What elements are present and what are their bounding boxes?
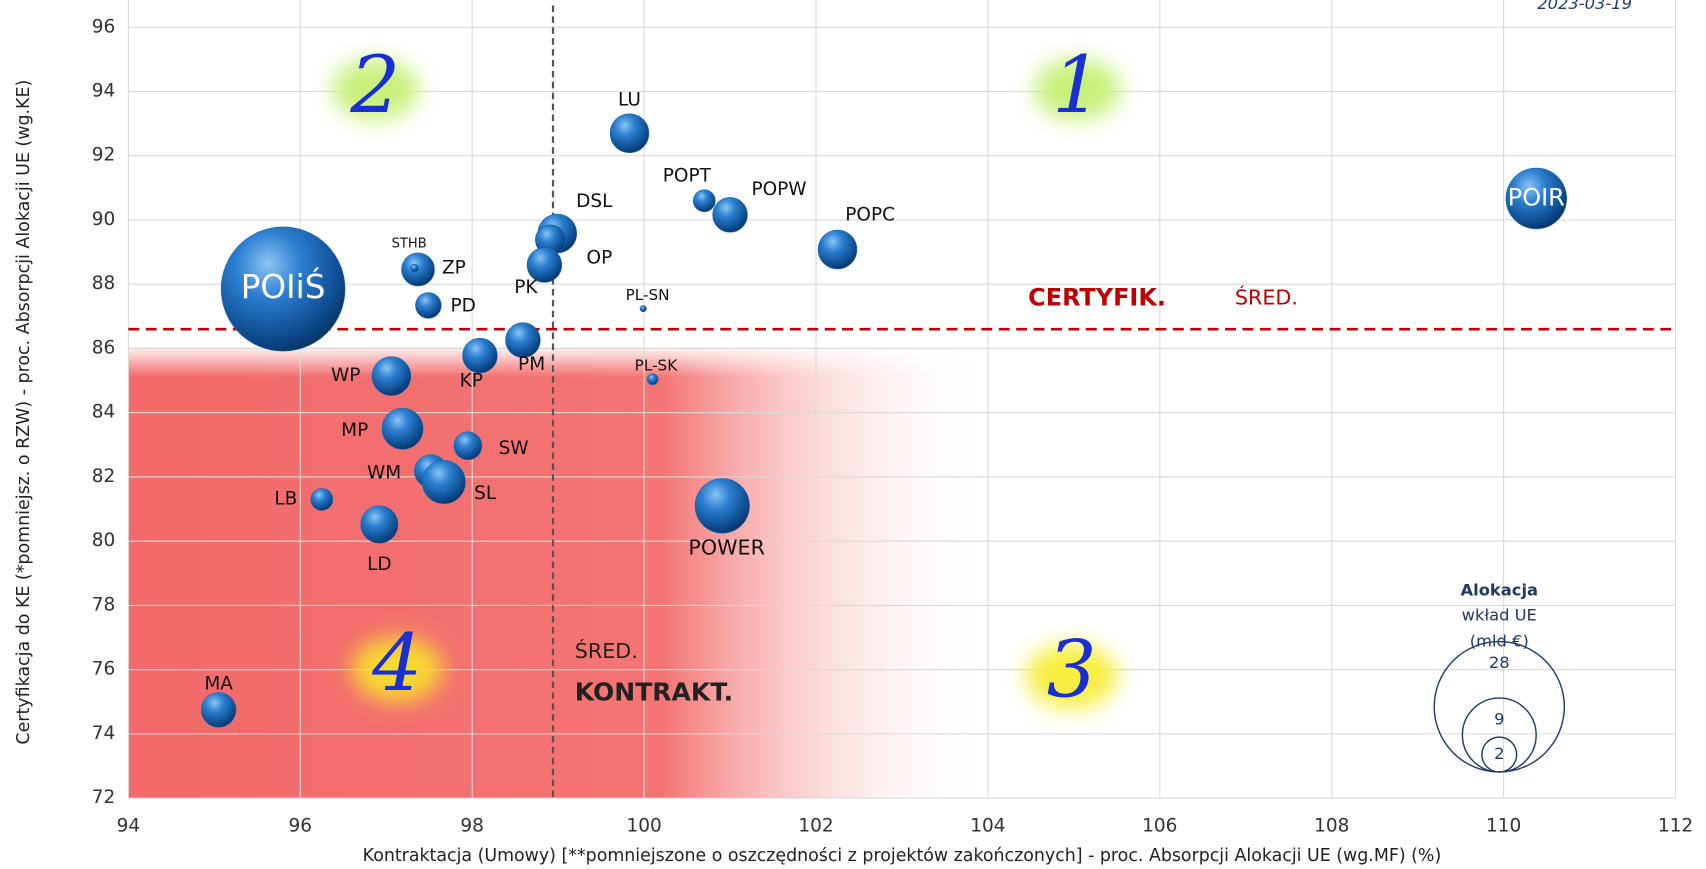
bubble-label: POPW xyxy=(751,179,806,200)
y-tick-label: 82 xyxy=(92,466,116,487)
bubble xyxy=(695,479,749,534)
y-tick-label: 90 xyxy=(92,209,116,230)
bubble-label: MP xyxy=(341,420,368,441)
bubble xyxy=(382,408,423,449)
date-label: 2023-03-19 xyxy=(1537,0,1632,13)
bubble-label: KP xyxy=(460,371,483,392)
x-tick-label: 100 xyxy=(626,815,661,836)
y-tick-label: 86 xyxy=(92,337,116,358)
average-label: CERTYFIK. xyxy=(1028,284,1166,312)
bubble-label: OP xyxy=(587,247,613,268)
bubble xyxy=(422,460,465,503)
y-tick-label: 94 xyxy=(92,80,116,101)
bubble xyxy=(506,323,541,358)
bubble xyxy=(693,190,715,212)
bubble xyxy=(411,264,419,272)
quadrant-label: 3 xyxy=(1047,624,1097,715)
quadrant-label: 4 xyxy=(371,618,422,709)
bubble xyxy=(415,292,441,318)
shaded-region-fade xyxy=(128,345,990,378)
x-tick-label: 94 xyxy=(117,815,141,836)
bubble-label: PD xyxy=(450,295,475,316)
bubble xyxy=(647,374,658,385)
bubble-label: LU xyxy=(618,90,641,111)
bubble-label: WM xyxy=(367,462,401,483)
quadrant-label: 1 xyxy=(1052,40,1102,131)
chart: 7274767880828486889092949694969810010210… xyxy=(0,0,1706,869)
bubble-label: STHB xyxy=(392,237,427,252)
y-tick-label: 76 xyxy=(92,659,116,680)
bubble-label: DSL xyxy=(576,191,613,212)
x-tick-label: 108 xyxy=(1314,815,1349,836)
bubble-label: POPC xyxy=(845,205,895,226)
y-axis-title: Certyfikacja do KE (*pomniejsz. o RZW) -… xyxy=(14,80,34,745)
legend-value: 28 xyxy=(1489,653,1510,672)
bubble-label: POWER xyxy=(688,535,765,559)
x-tick-label: 104 xyxy=(970,815,1005,836)
average-label: KONTRAKT. xyxy=(575,677,733,706)
bubble-label: SL xyxy=(474,483,497,504)
y-tick-label: 96 xyxy=(92,16,116,37)
y-tick-label: 74 xyxy=(92,723,116,744)
bubble-label: PL-SK xyxy=(635,357,679,375)
x-tick-label: 96 xyxy=(289,815,313,836)
bubble xyxy=(610,114,649,153)
bubble-label: POIR xyxy=(1508,183,1565,211)
x-axis-title: Kontraktacja (Umowy) [**pomniejszone o o… xyxy=(363,846,1442,866)
average-label: ŚRED. xyxy=(1235,285,1298,310)
bubble xyxy=(713,197,748,232)
y-tick-label: 72 xyxy=(92,787,116,808)
y-tick-label: 88 xyxy=(92,273,116,294)
bubble-label: WP xyxy=(331,365,360,386)
y-tick-label: 78 xyxy=(92,594,116,615)
bubble xyxy=(818,230,857,269)
bubble-label: LB xyxy=(274,488,297,509)
bubble-label: PL-SN xyxy=(626,286,670,304)
bubble-label: LD xyxy=(367,554,392,575)
bubble-label: PK xyxy=(514,277,538,298)
bubble xyxy=(361,506,398,543)
legend-title: Alokacja xyxy=(1461,580,1539,599)
page: 7274767880828486889092949694969810010210… xyxy=(0,0,1706,869)
bubble xyxy=(463,338,498,373)
x-tick-label: 102 xyxy=(798,815,833,836)
bubble-label: POIiŚ xyxy=(241,267,326,306)
bubble-label: ZP xyxy=(442,257,466,278)
x-tick-label: 106 xyxy=(1142,815,1177,836)
quadrant-label: 2 xyxy=(349,40,400,131)
y-tick-label: 80 xyxy=(92,530,116,551)
y-tick-label: 84 xyxy=(92,402,116,423)
bubble xyxy=(372,357,411,396)
bubble-label: SW xyxy=(499,438,529,459)
x-tick-label: 98 xyxy=(460,815,484,836)
x-tick-label: 110 xyxy=(1486,815,1521,836)
bubble xyxy=(640,305,647,312)
legend-value: 2 xyxy=(1494,744,1504,763)
bubble-label: PM xyxy=(518,354,545,375)
shaded-region xyxy=(128,347,990,798)
x-tick-label: 112 xyxy=(1658,815,1693,836)
y-tick-label: 92 xyxy=(92,145,116,166)
bubble xyxy=(201,692,236,727)
bubble-label: POPT xyxy=(663,166,712,187)
legend-subtitle: wkład UE xyxy=(1462,606,1537,625)
average-label: ŚRED. xyxy=(575,638,638,663)
bubble-label: MA xyxy=(204,674,233,695)
legend-value: 9 xyxy=(1494,709,1504,728)
bubble xyxy=(311,488,333,510)
bubble xyxy=(454,432,482,460)
